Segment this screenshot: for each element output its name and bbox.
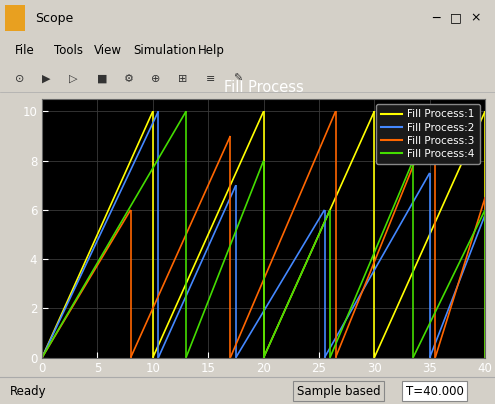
Text: ⚙: ⚙ [124,74,134,84]
Text: ─: ─ [432,12,440,25]
Text: ⊕: ⊕ [151,74,160,84]
Text: ⊞: ⊞ [178,74,188,84]
Text: ✎: ✎ [233,74,242,84]
Text: ▶: ▶ [42,74,50,84]
Text: ⊙: ⊙ [15,74,24,84]
Text: ■: ■ [97,74,107,84]
Bar [5,5,25,31]
Text: File: File [15,44,35,57]
Text: Help: Help [198,44,225,57]
Legend: Fill Process:1, Fill Process:2, Fill Process:3, Fill Process:4: Fill Process:1, Fill Process:2, Fill Pro… [376,104,480,164]
Text: ▷: ▷ [69,74,78,84]
Text: Sample based: Sample based [297,385,381,398]
Text: View: View [94,44,122,57]
Text: Scope: Scope [35,12,73,25]
Text: ×: × [470,12,481,25]
Text: Ready: Ready [10,385,47,398]
Text: □: □ [449,12,461,25]
Text: T=40.000: T=40.000 [406,385,464,398]
Text: Tools: Tools [54,44,84,57]
Text: ≡: ≡ [205,74,215,84]
Text: Simulation: Simulation [134,44,197,57]
Title: Fill Process: Fill Process [224,80,303,95]
